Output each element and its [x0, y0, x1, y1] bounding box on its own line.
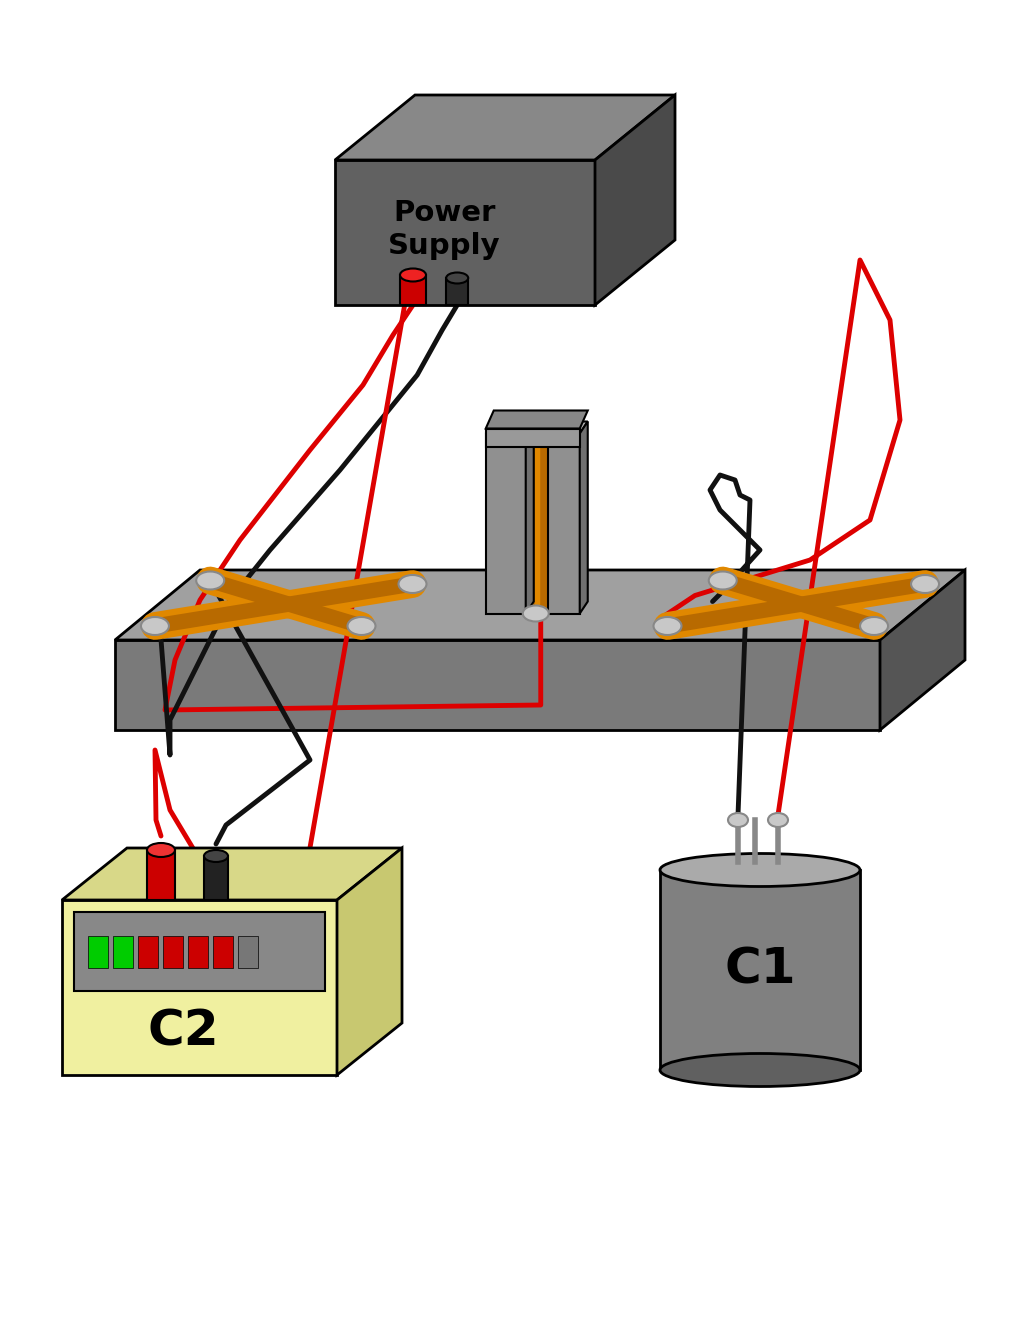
Polygon shape: [88, 936, 108, 968]
Ellipse shape: [141, 616, 169, 635]
Polygon shape: [445, 279, 468, 305]
Polygon shape: [485, 433, 525, 614]
Polygon shape: [147, 850, 175, 900]
Polygon shape: [237, 936, 258, 968]
Ellipse shape: [859, 616, 888, 635]
Polygon shape: [879, 570, 964, 730]
Polygon shape: [525, 421, 533, 614]
Polygon shape: [115, 570, 964, 640]
Ellipse shape: [653, 616, 681, 635]
Polygon shape: [62, 847, 401, 900]
Ellipse shape: [399, 268, 426, 281]
Polygon shape: [213, 936, 232, 968]
Text: C2: C2: [147, 1007, 219, 1055]
Polygon shape: [62, 900, 336, 1074]
Ellipse shape: [398, 576, 426, 593]
Polygon shape: [204, 855, 228, 900]
Polygon shape: [115, 640, 879, 730]
Polygon shape: [334, 95, 675, 160]
Polygon shape: [113, 936, 132, 968]
Text: C1: C1: [723, 946, 795, 994]
Polygon shape: [547, 433, 579, 614]
Ellipse shape: [659, 1053, 859, 1086]
Ellipse shape: [708, 572, 736, 590]
Polygon shape: [485, 421, 533, 433]
Ellipse shape: [445, 272, 468, 284]
Ellipse shape: [767, 813, 788, 828]
Ellipse shape: [910, 576, 938, 593]
Ellipse shape: [347, 616, 375, 635]
Text: Power
Supply: Power Supply: [387, 199, 500, 260]
Polygon shape: [74, 912, 325, 991]
Polygon shape: [334, 160, 594, 305]
Ellipse shape: [659, 854, 859, 887]
Polygon shape: [485, 429, 579, 446]
Ellipse shape: [204, 850, 228, 862]
Polygon shape: [485, 411, 587, 429]
Ellipse shape: [522, 606, 548, 622]
Ellipse shape: [728, 813, 747, 828]
Polygon shape: [659, 870, 859, 1071]
Polygon shape: [579, 421, 587, 614]
Ellipse shape: [196, 572, 224, 590]
Polygon shape: [399, 275, 426, 305]
Polygon shape: [336, 847, 401, 1074]
Polygon shape: [163, 936, 182, 968]
Polygon shape: [138, 936, 158, 968]
Polygon shape: [547, 421, 587, 433]
Polygon shape: [594, 95, 675, 305]
Ellipse shape: [147, 843, 175, 857]
Polygon shape: [187, 936, 208, 968]
